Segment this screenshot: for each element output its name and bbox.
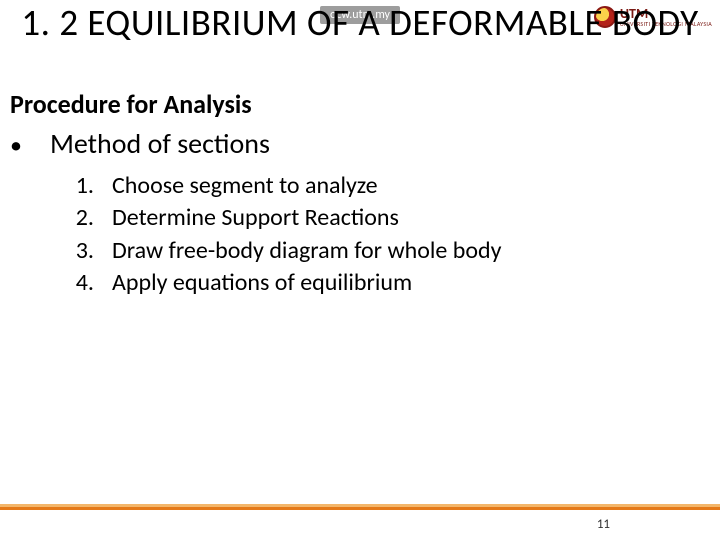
list-item: 4. Apply equations of equilibrium (68, 267, 502, 299)
step-number: 4. (68, 267, 94, 299)
bullet-row: • Method of sections (10, 126, 270, 161)
step-number: 2. (68, 202, 94, 234)
subheading: Procedure for Analysis (10, 88, 252, 120)
steps-list: 1. Choose segment to analyze 2. Determin… (68, 170, 502, 300)
step-text: Determine Support Reactions (112, 202, 399, 234)
list-item: 2. Determine Support Reactions (68, 202, 502, 234)
step-text: Choose segment to analyze (112, 170, 378, 202)
step-text: Draw free-body diagram for whole body (112, 235, 502, 267)
bullet-text: Method of sections (50, 126, 270, 161)
slide-number: 11 (597, 517, 610, 532)
slide-title: 1. 2 EQUILIBRIUM OF A DEFORMABLE BODY (0, 2, 720, 45)
step-number: 1. (68, 170, 94, 202)
footer-divider (0, 507, 720, 510)
list-item: 1. Choose segment to analyze (68, 170, 502, 202)
slide: ocw.utm.my UTM UNIVERSITI TEKNOLOGI MALA… (0, 0, 720, 540)
bullet-marker: • (10, 134, 22, 158)
list-item: 3. Draw free-body diagram for whole body (68, 235, 502, 267)
step-text: Apply equations of equilibrium (112, 267, 412, 299)
step-number: 3. (68, 235, 94, 267)
